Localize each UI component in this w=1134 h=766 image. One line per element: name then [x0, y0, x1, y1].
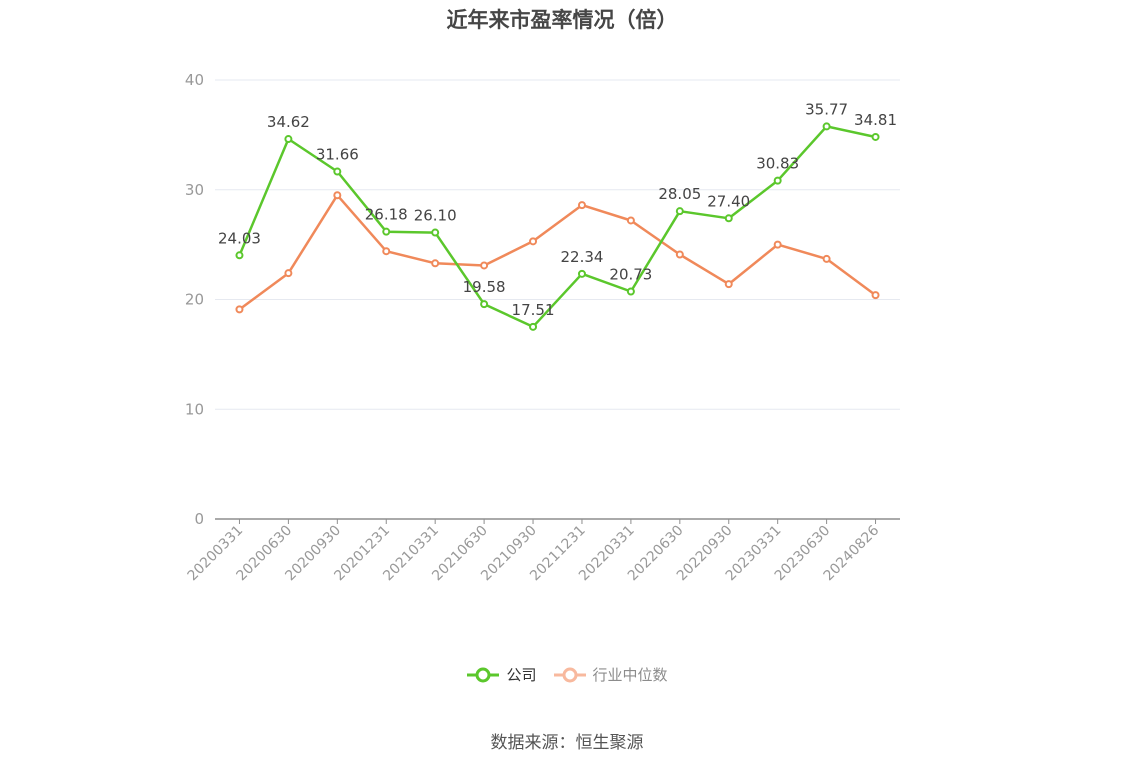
industry-point: [626, 216, 635, 225]
legend-item-industry[interactable]: 行业中位数: [553, 664, 668, 685]
company-point: [773, 176, 782, 185]
company-data-label: 28.05: [658, 185, 701, 203]
company-data-label: 26.10: [414, 207, 457, 225]
company-data-label: 34.81: [854, 111, 897, 129]
industry-line: [238, 193, 877, 311]
company-data-label: 27.40: [707, 192, 750, 210]
industry-point: [675, 250, 684, 259]
industry-point: [529, 237, 538, 246]
series-lines: [238, 125, 877, 329]
legend-industry-label: 行业中位数: [592, 666, 668, 684]
industry-point: [724, 280, 733, 289]
company-point: [577, 269, 586, 278]
company-data-label: 22.34: [560, 248, 603, 266]
company-data-label: 35.77: [805, 100, 848, 118]
company-point: [675, 207, 684, 216]
legend-company-label: 公司: [506, 666, 537, 684]
company-data-label: 34.62: [267, 113, 310, 131]
chart-title: 近年来市盈率情况（倍）: [446, 8, 678, 32]
data-labels: 24.03 34.62 31.66 26.18 26.10 19.58 17.51 22.34…: [218, 100, 897, 318]
y-tick-label: 0: [194, 510, 204, 528]
industry-point: [235, 305, 244, 314]
company-point: [480, 300, 489, 309]
company-point: [284, 135, 293, 144]
company-point: [626, 287, 635, 296]
industry-point: [431, 259, 440, 268]
company-point: [235, 251, 244, 260]
company-point: [871, 132, 880, 141]
industry-point: [773, 240, 782, 249]
company-point: [382, 227, 391, 236]
company-data-label: 30.83: [756, 155, 799, 173]
company-point: [431, 228, 440, 237]
industry-point: [871, 291, 880, 300]
industry-point: [577, 201, 586, 210]
y-tick-label: 40: [185, 71, 204, 89]
axes: 0102030402020033120200630202009302020123…: [185, 71, 900, 584]
company-data-label: 20.73: [609, 265, 652, 283]
industry-point: [480, 261, 489, 270]
company-point: [822, 122, 831, 131]
y-tick-label: 10: [185, 400, 204, 418]
company-data-label: 24.03: [218, 229, 261, 247]
legend-industry-icon: [553, 667, 586, 682]
industry-point: [822, 254, 831, 263]
company-line: [238, 125, 876, 329]
company-data-label: 31.66: [316, 146, 359, 164]
y-tick-label: 20: [185, 291, 204, 309]
industry-point: [284, 269, 293, 278]
legend-company-icon: [467, 667, 500, 682]
company-data-label: 19.58: [463, 278, 506, 296]
data-source: 数据来源：恒生聚源: [490, 733, 644, 753]
company-data-label: 26.18: [365, 206, 408, 224]
company-point: [529, 322, 538, 331]
company-point: [333, 167, 342, 176]
legend-item-company[interactable]: 公司: [466, 664, 537, 685]
data-points: [235, 122, 880, 331]
industry-point: [382, 247, 391, 256]
legend: 公司 行业中位数: [0, 664, 1134, 685]
industry-point: [333, 191, 342, 200]
company-point: [724, 214, 733, 223]
y-tick-label: 30: [185, 181, 204, 199]
grid-lines: [215, 79, 900, 410]
company-data-label: 17.51: [512, 301, 555, 319]
